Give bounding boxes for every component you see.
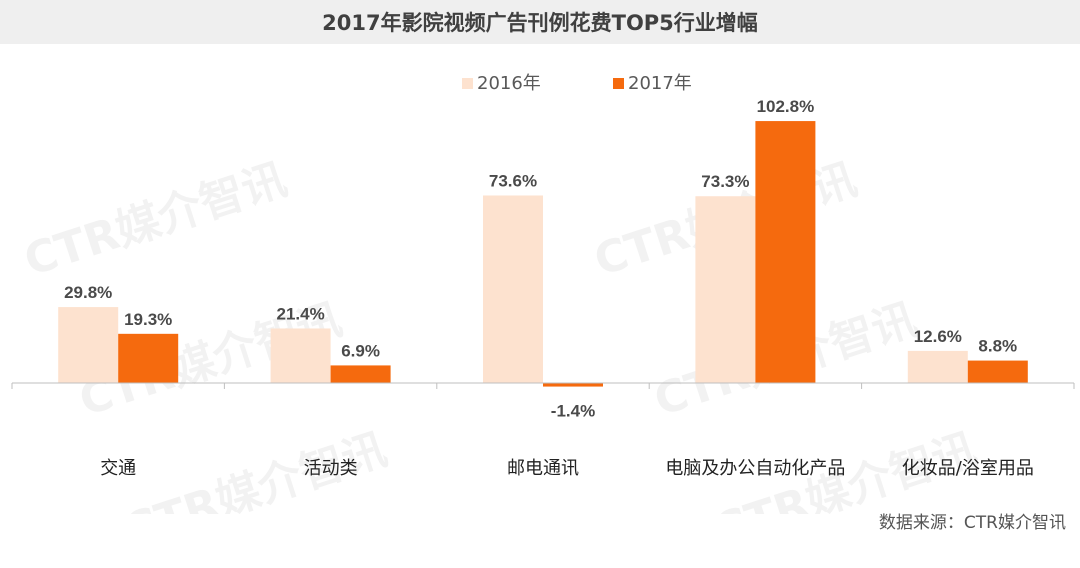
x-tick-label-4: 电脑及办公自动化产品 (665, 458, 845, 479)
legend-swatch-2016 (462, 78, 473, 89)
x-tick-label-1: 交通 (100, 458, 136, 479)
data-label-2017-2: 6.9% (341, 341, 380, 360)
data-label-2017-4: 102.8% (757, 97, 815, 116)
legend-label-2017: 2017年 (628, 73, 692, 94)
bar-2016-4 (695, 196, 756, 383)
data-label-2017-5: 8.8% (978, 337, 1017, 356)
data-label-2016-2: 21.4% (276, 304, 324, 323)
legend-label-2016: 2016年 (477, 73, 541, 94)
data-label-2016-5: 12.6% (914, 327, 962, 346)
bar-2017-4 (755, 121, 816, 383)
bar-2017-2 (330, 365, 391, 383)
data-label-2016-3: 73.6% (489, 171, 537, 190)
x-tick-label-2: 活动类 (304, 458, 358, 479)
bar-chart: CTR媒介智讯CTR媒介智讯CTR媒介智讯CTR媒介智讯CTR媒介智讯CTR媒介… (11, 73, 1075, 514)
bar-2017-5 (967, 360, 1028, 383)
data-label-2017-3: -1.4% (551, 402, 595, 421)
x-tick-label-3: 邮电通讯 (507, 458, 579, 479)
source-note: 数据来源：CTR媒介智讯 (878, 513, 1066, 533)
bar-2017-1 (118, 333, 179, 383)
title-bar: 2017年影院视频广告刊例花费TOP5行业增幅 (0, 0, 1080, 44)
data-label-2016-4: 73.3% (701, 172, 749, 191)
bar-2016-5 (907, 350, 968, 383)
chart-title: 2017年影院视频广告刊例花费TOP5行业增幅 (322, 11, 758, 35)
data-label-2016-1: 29.8% (64, 283, 112, 302)
bar-2016-1 (58, 307, 119, 383)
data-label-2017-1: 19.3% (124, 310, 172, 329)
x-tick-label-5: 化妆品/浴室用品 (902, 458, 1034, 479)
bar-2016-3 (483, 195, 543, 383)
bar-2016-2 (270, 328, 331, 383)
legend-swatch-2017 (613, 78, 624, 89)
bar-2017-3 (543, 383, 603, 387)
watermark-text: CTR媒介智讯 (18, 154, 293, 287)
